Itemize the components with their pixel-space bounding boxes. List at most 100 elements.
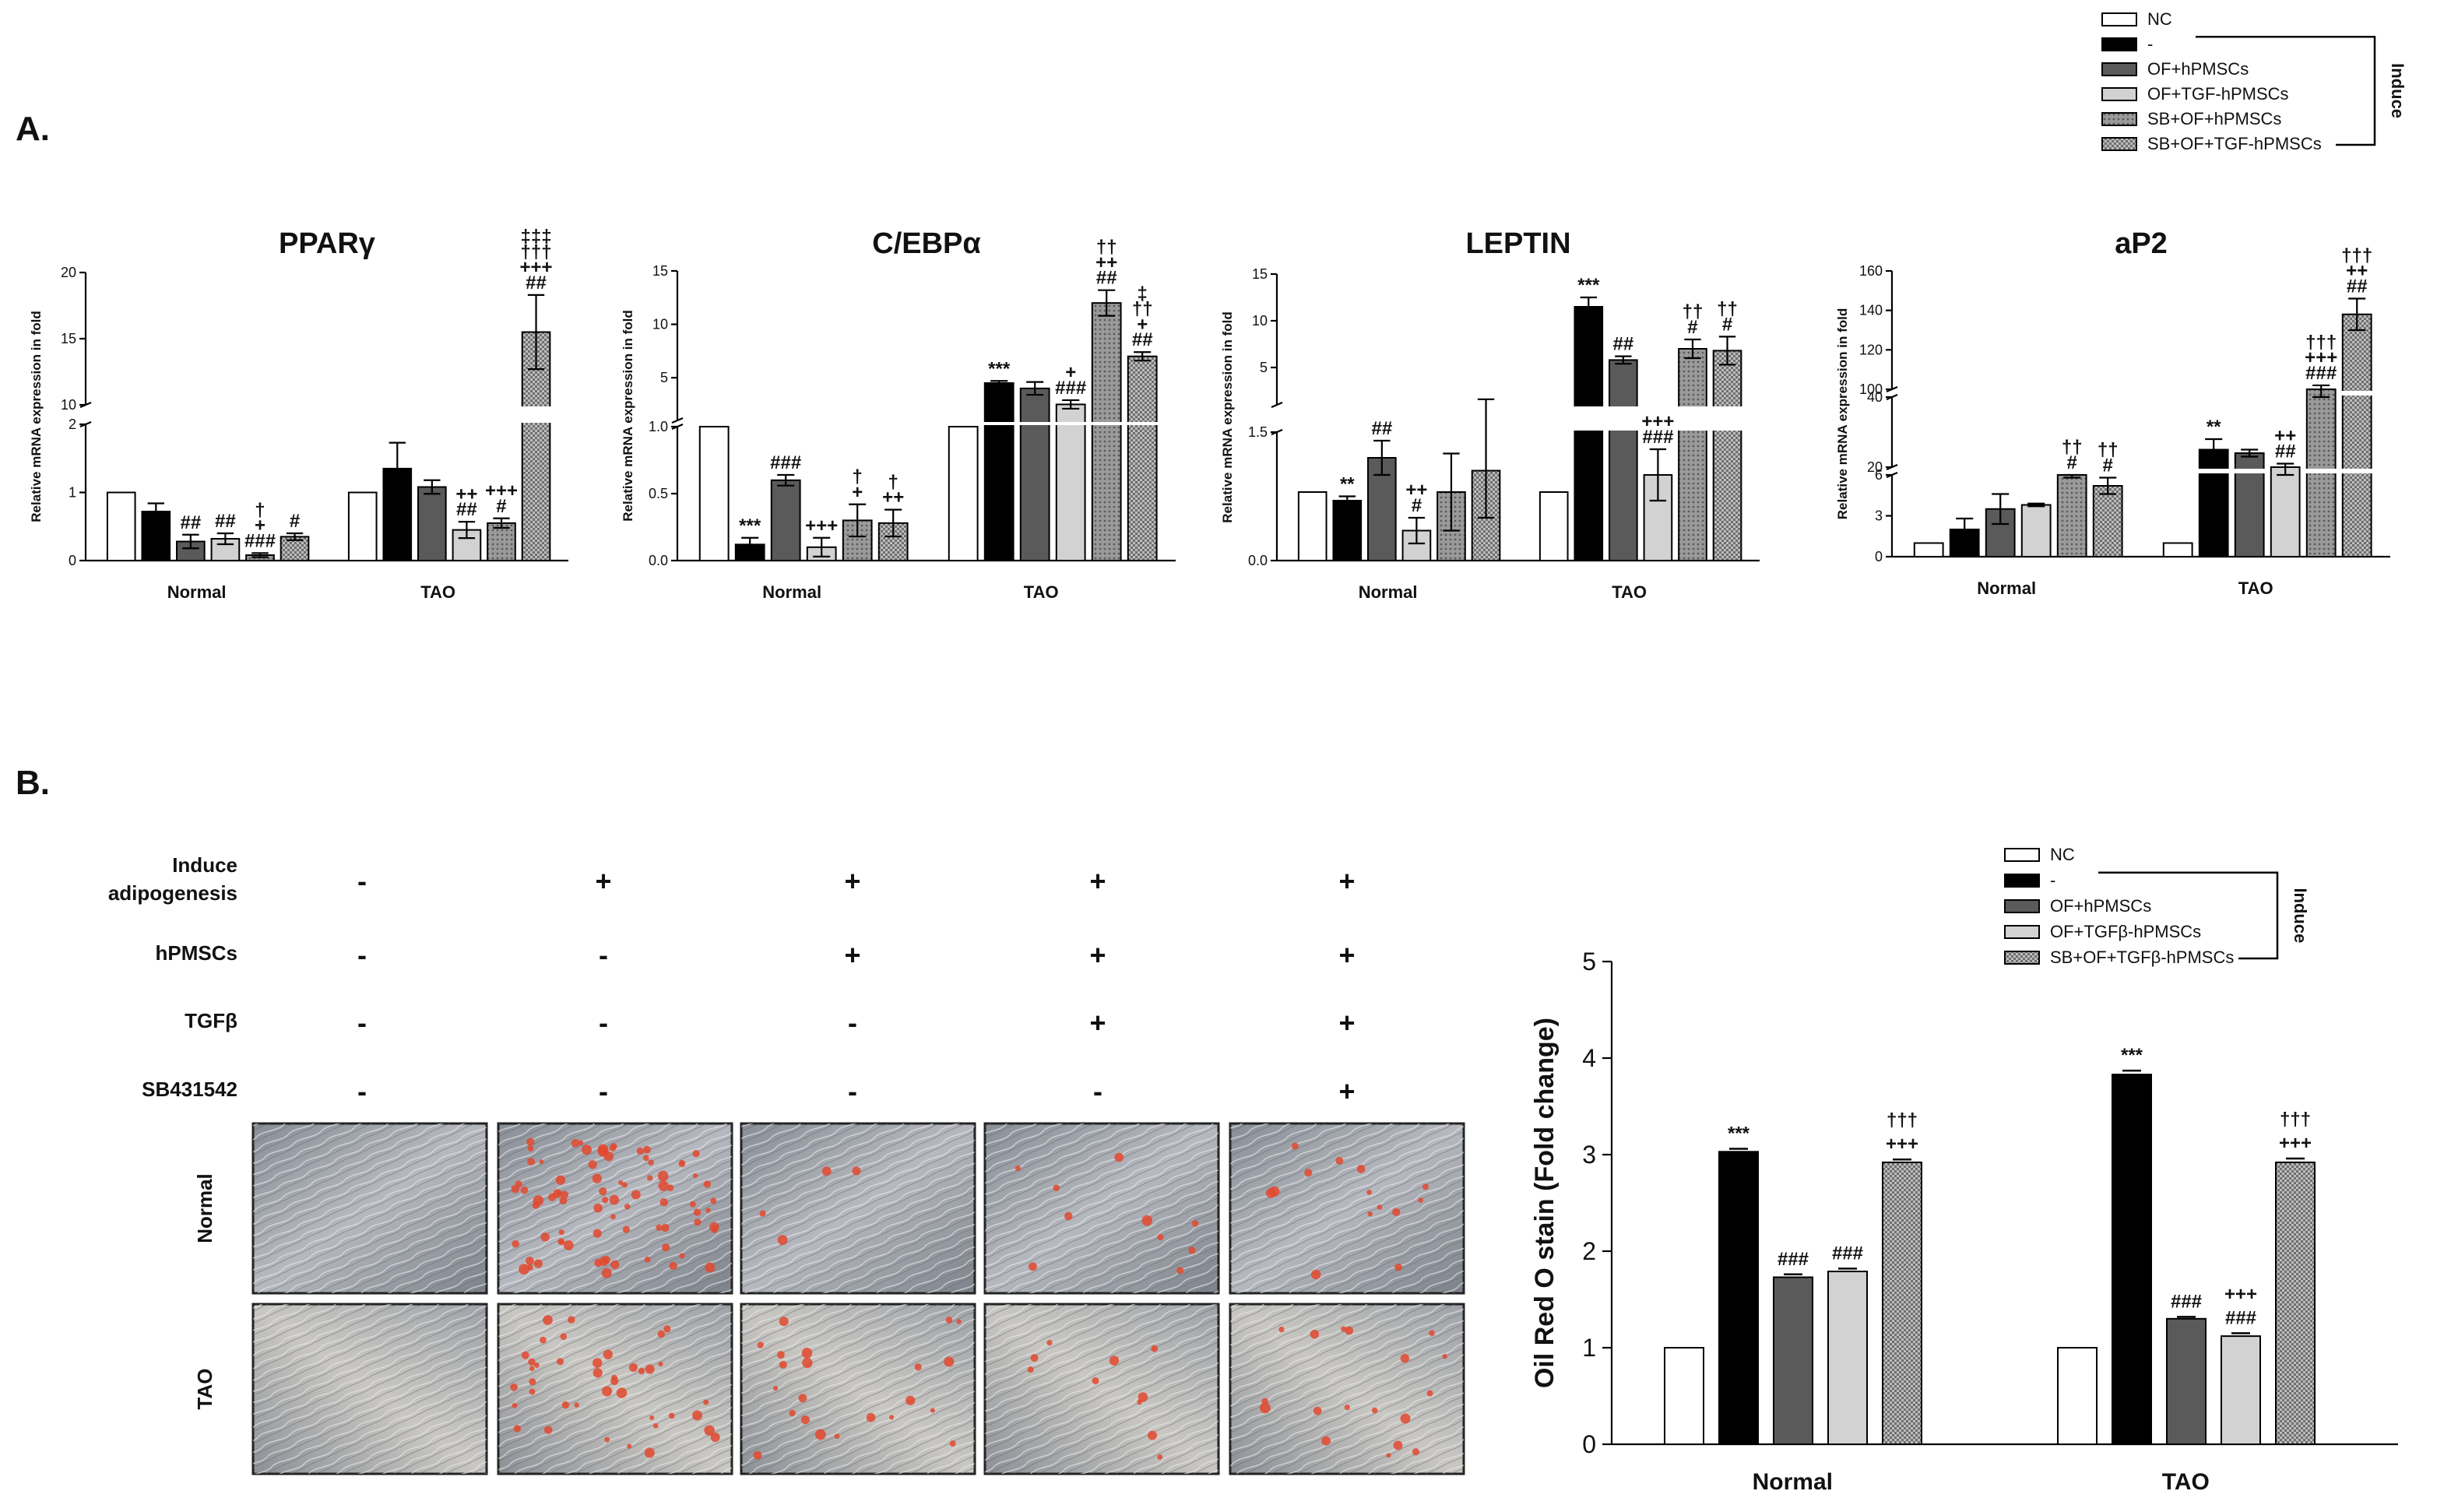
lipid-droplet xyxy=(1356,1164,1366,1173)
bar-break-gap xyxy=(1677,406,1708,431)
lipid-droplet xyxy=(789,1409,796,1417)
lipid-droplet xyxy=(1114,1152,1124,1162)
lipid-droplet xyxy=(647,1175,653,1181)
lipid-droplet xyxy=(540,1336,547,1344)
significance-mark: ## xyxy=(2275,441,2296,462)
lipid-droplet xyxy=(1176,1267,1184,1275)
lipid-droplet xyxy=(1310,1329,1320,1339)
significance-mark: +++ xyxy=(520,257,553,278)
y-axis-label: Relative mRNA expression in fold xyxy=(1220,311,1235,522)
lipid-droplet xyxy=(663,1325,671,1333)
significance-mark: ++ xyxy=(882,487,904,508)
significance-mark: ### xyxy=(1832,1243,1863,1264)
y-tick-label: 0.0 xyxy=(1248,553,1268,568)
legend-bracket-label: Induce xyxy=(2291,888,2310,943)
axis-break-mark xyxy=(671,417,684,424)
lipid-droplet xyxy=(1137,1399,1142,1405)
micrograph-texture xyxy=(253,1123,487,1293)
legend-entry: OF+TGF-hPMSCs xyxy=(2147,84,2289,104)
lipid-droplet xyxy=(802,1357,813,1369)
y-tick-label: 0 xyxy=(69,553,76,568)
lipid-droplet xyxy=(543,1426,553,1434)
lipid-droplet xyxy=(693,1208,702,1216)
lipid-droplet xyxy=(602,1197,609,1204)
y-axis-label: Relative mRNA expression in fold xyxy=(1835,308,1850,519)
lipid-droplet xyxy=(659,1197,669,1207)
lipid-droplet xyxy=(593,1229,602,1238)
bar xyxy=(1712,350,1742,561)
axis-break-mark xyxy=(1886,385,1898,393)
treatment-sign: + xyxy=(1089,939,1106,971)
y-tick-label: 120 xyxy=(1859,342,1883,357)
bar xyxy=(1297,491,1327,561)
lipid-droplet xyxy=(528,1358,536,1366)
significance-mark: *** xyxy=(1728,1123,1750,1145)
significance-mark: ### xyxy=(2305,363,2337,384)
lipid-droplet xyxy=(563,1240,574,1250)
bar-break-gap xyxy=(2233,469,2266,473)
bar-break-gap xyxy=(1054,422,1087,425)
lipid-droplet xyxy=(889,1415,895,1420)
treatment-sign: - xyxy=(357,1007,367,1039)
chart-title: C/EBPα xyxy=(872,227,981,260)
significance-mark: ### xyxy=(1778,1249,1809,1270)
significance-mark: ### xyxy=(2225,1307,2256,1328)
lipid-droplet xyxy=(800,1415,810,1425)
x-category-label: TAO xyxy=(420,582,455,602)
lipid-droplet xyxy=(610,1214,616,1220)
significance-mark: ## xyxy=(1371,418,1392,439)
lipid-droplet xyxy=(658,1180,669,1191)
y-tick-label: 1 xyxy=(69,485,76,501)
legend-entry: - xyxy=(2050,870,2055,890)
y-tick-label: 40 xyxy=(1867,389,1883,405)
lipid-droplet xyxy=(602,1386,613,1397)
micrograph-texture xyxy=(498,1304,732,1474)
bar xyxy=(2056,474,2087,557)
lipid-droplet xyxy=(704,1425,715,1436)
treatment-row-label: SB431542 xyxy=(142,1078,237,1101)
significance-mark: # xyxy=(1687,317,1697,338)
oil-red-o-chart: 0 1 2 3 4 5 Oil Red O stain (Fold change) *** ##… xyxy=(1530,948,2398,1495)
lipid-droplet xyxy=(1341,1326,1347,1332)
legend-swatch xyxy=(2101,12,2137,26)
lipid-droplet xyxy=(1291,1142,1299,1150)
lipid-droplet xyxy=(1344,1405,1350,1411)
significance-mark: + xyxy=(1065,362,1076,383)
significance-mark: *** xyxy=(988,358,1011,379)
significance-mark: ++ xyxy=(2274,426,2296,447)
significance-mark: ### xyxy=(1642,427,1673,448)
lipid-droplet xyxy=(930,1408,935,1413)
treatment-sign: - xyxy=(848,1007,857,1039)
x-category-label: Normal xyxy=(1359,582,1418,602)
significance-mark: ### xyxy=(2171,1291,2202,1312)
bar xyxy=(1913,542,1944,557)
lipid-droplet xyxy=(557,1238,564,1245)
lipid-droplet xyxy=(757,1341,764,1348)
x-category-label: TAO xyxy=(1024,582,1059,602)
y-tick-label: 5 xyxy=(660,370,668,385)
lipid-droplet xyxy=(1386,1453,1391,1458)
lipid-droplet xyxy=(711,1227,718,1233)
significance-mark: # xyxy=(496,496,506,517)
lipid-droplet xyxy=(561,1401,570,1409)
lipid-droplet xyxy=(592,1173,602,1183)
significance-mark: +++ xyxy=(2279,1133,2312,1154)
bar-break-gap xyxy=(1126,422,1159,425)
significance-mark: †† xyxy=(1132,299,1153,320)
lipid-droplet xyxy=(560,1333,568,1341)
legend-entry: NC xyxy=(2050,845,2075,864)
significance-mark: † xyxy=(255,500,265,521)
bar xyxy=(1538,491,1569,561)
bar-break-gap xyxy=(2197,469,2230,473)
lipid-droplet xyxy=(1426,1390,1433,1397)
y-tick-label: 15 xyxy=(652,263,668,279)
lipid-droplet xyxy=(1366,1190,1372,1195)
significance-mark: ## xyxy=(215,511,236,532)
lipid-droplet xyxy=(703,1180,712,1188)
treatment-sign: + xyxy=(1089,865,1106,897)
lipid-droplet xyxy=(601,1268,612,1278)
legend-a: NC - OF+hPMSCs OF+TGF-hPMSCs SB+OF+hPMSCs SB+… xyxy=(2101,9,2407,153)
y-axis-label: Relative mRNA expression in fold xyxy=(29,311,44,522)
x-category-label: TAO xyxy=(2238,578,2273,598)
